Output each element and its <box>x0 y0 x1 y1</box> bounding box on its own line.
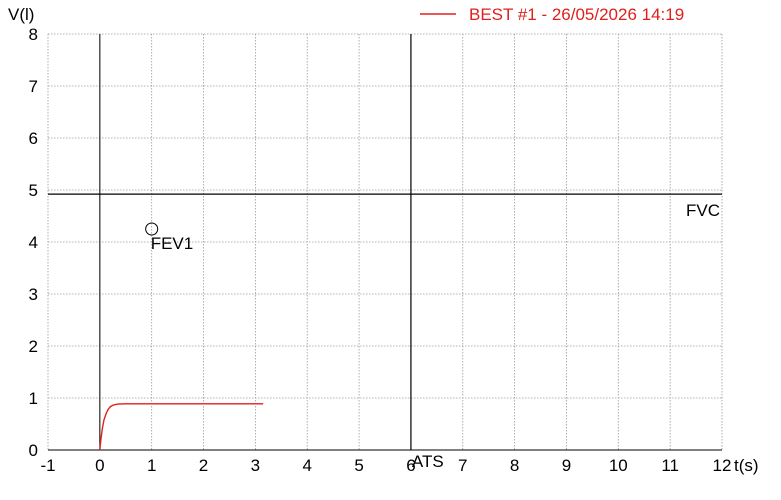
fvc-label: FVC <box>686 201 720 220</box>
x-tick-label: 11 <box>661 456 679 475</box>
legend-label: BEST #1 - 26/05/2026 14:19 <box>469 5 684 24</box>
axes-layer <box>48 34 722 451</box>
x-tick-label: -1 <box>40 456 55 475</box>
legend: BEST #1 - 26/05/2026 14:19 <box>420 5 684 24</box>
series-layer <box>99 403 264 451</box>
y-tick-label: 8 <box>29 25 38 44</box>
reference-lines-layer: FVC ATS <box>48 34 722 471</box>
fev1-marker <box>145 222 159 236</box>
x-tick-label: 9 <box>562 456 571 475</box>
y-axis-label: V(l) <box>8 5 34 24</box>
x-tick-label: 12 <box>713 456 732 475</box>
x-tick-label: 2 <box>199 456 208 475</box>
y-tick-label: 7 <box>29 77 38 96</box>
y-tick-label: 3 <box>29 285 38 304</box>
x-tick-label: 5 <box>354 456 363 475</box>
x-tick-label: 10 <box>609 456 628 475</box>
ats-label: ATS <box>412 452 444 471</box>
annotation-layer: FEV1 <box>145 222 194 253</box>
series-line <box>99 403 264 451</box>
x-tick-label: 7 <box>458 456 467 475</box>
x-tick-label: 4 <box>302 456 311 475</box>
x-tick-label: 8 <box>510 456 519 475</box>
x-tick-label: 1 <box>147 456 156 475</box>
x-tick-label: 6 <box>406 456 415 475</box>
y-tick-label: 2 <box>29 337 38 356</box>
y-tick-label: 1 <box>29 389 38 408</box>
x-tick-label: 3 <box>251 456 260 475</box>
y-tick-label: 4 <box>29 233 38 252</box>
y-tick-label: 0 <box>29 441 38 460</box>
fev1-label: FEV1 <box>151 234 194 253</box>
y-tick-label: 5 <box>29 181 38 200</box>
y-tick-label: 6 <box>29 129 38 148</box>
grid-layer <box>47 33 723 451</box>
x-axis-label: t(s) <box>734 456 759 475</box>
x-tick-label: 0 <box>95 456 104 475</box>
